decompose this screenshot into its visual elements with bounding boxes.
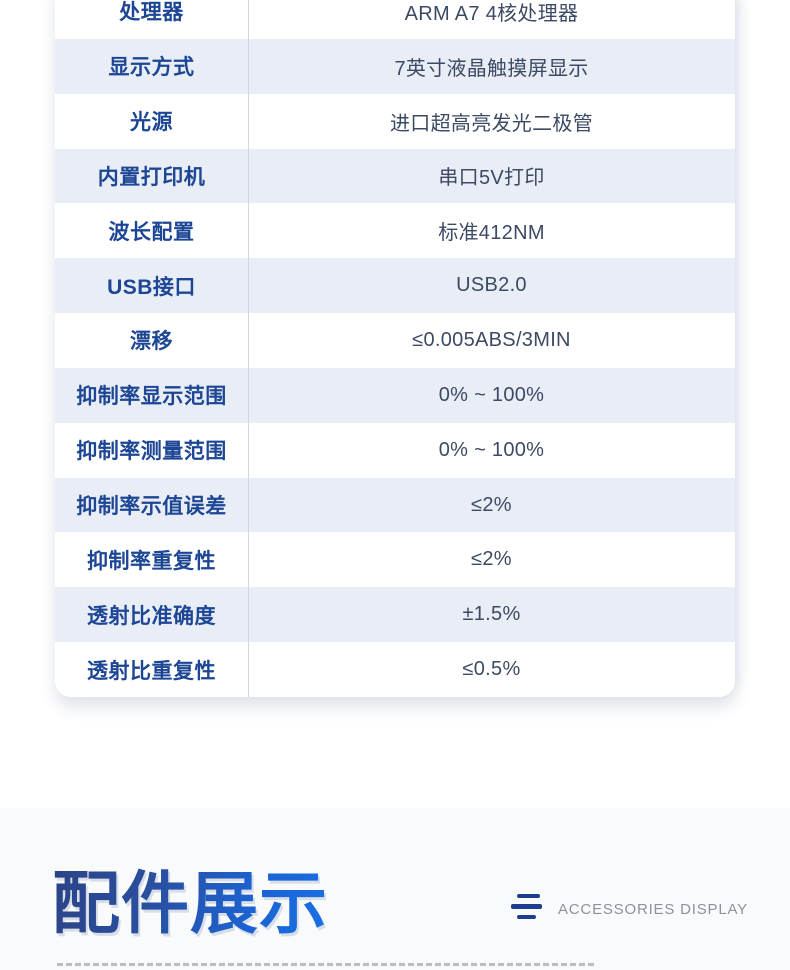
dashed-divider <box>57 963 594 966</box>
accessories-section-title: 配件展示 <box>52 864 328 944</box>
spec-value-cell: 串口5V打印 <box>438 167 545 190</box>
spec-value-cell: ≤2% <box>471 548 512 571</box>
column-divider <box>248 0 249 697</box>
table-row: 内置打印机 串口5V打印 <box>55 148 735 204</box>
spec-value-cell: 进口超高亮发光二极管 <box>390 112 593 135</box>
bar-middle <box>511 904 542 909</box>
table-row: 抑制率显示范围 0% ~ 100% <box>55 367 735 423</box>
spec-label-cell: 光源 <box>130 111 173 135</box>
table-row: 抑制率重复性 ≤2% <box>55 532 735 588</box>
spec-label-cell: 抑制率示值误差 <box>76 495 227 519</box>
spec-value-cell: ≤0.005ABS/3MIN <box>412 328 571 351</box>
spec-label-cell: 漂移 <box>130 330 173 354</box>
table-row: 处理器 ARM A7 4核处理器 <box>55 0 735 39</box>
spec-label-cell: 抑制率显示范围 <box>76 385 227 409</box>
spec-label-cell: 波长配置 <box>108 220 195 244</box>
spec-label-cell: 透射比重复性 <box>87 659 216 683</box>
bar-bottom <box>517 915 536 919</box>
spec-value-cell: 标准412NM <box>438 222 545 245</box>
spec-label-cell: 显示方式 <box>108 56 195 80</box>
table-row: 波长配置 标准412NM <box>55 203 735 259</box>
spec-value-cell: 7英寸液晶触摸屏显示 <box>394 57 589 80</box>
accessories-section <box>0 808 790 970</box>
spec-label-cell: 透射比准确度 <box>87 604 216 628</box>
spec-value-cell: 0% ~ 100% <box>438 438 545 461</box>
spec-label-cell: USB接口 <box>107 275 196 299</box>
table-row: 透射比重复性 ≤0.5% <box>55 642 735 697</box>
bar-top <box>517 894 540 898</box>
spec-value-cell: USB2.0 <box>456 274 527 297</box>
spec-value-cell: ≤0.5% <box>462 658 521 681</box>
spec-label-cell: 抑制率测量范围 <box>76 440 227 464</box>
table-row: 显示方式 7英寸液晶触摸屏显示 <box>55 38 735 94</box>
spec-value-cell: ARM A7 4核处理器 <box>404 2 579 25</box>
table-row: 抑制率示值误差 ≤2% <box>55 477 735 533</box>
table-row: 漂移 ≤0.005ABS/3MIN <box>55 313 735 368</box>
spec-label-cell: 抑制率重复性 <box>87 549 216 573</box>
table-row: 抑制率测量范围 0% ~ 100% <box>55 422 735 478</box>
spec-value-cell: 0% ~ 100% <box>438 383 545 406</box>
spec-table: 处理器 ARM A7 4核处理器 显示方式 7英寸液晶触摸屏显示 光源 进口超高… <box>55 0 735 697</box>
spec-value-cell: ±1.5% <box>462 603 521 626</box>
table-row: 光源 进口超高亮发光二极管 <box>55 93 735 149</box>
table-row: 透射比准确度 ±1.5% <box>55 587 735 643</box>
spec-value-cell: ≤2% <box>471 493 512 516</box>
table-row: USB接口 USB2.0 <box>55 258 735 314</box>
spec-label-cell: 处理器 <box>119 1 184 25</box>
accessories-section-subtitle: ACCESSORIES DISPLAY <box>558 901 748 918</box>
three-bars-icon <box>511 893 543 920</box>
spec-label-cell: 内置打印机 <box>97 165 206 189</box>
